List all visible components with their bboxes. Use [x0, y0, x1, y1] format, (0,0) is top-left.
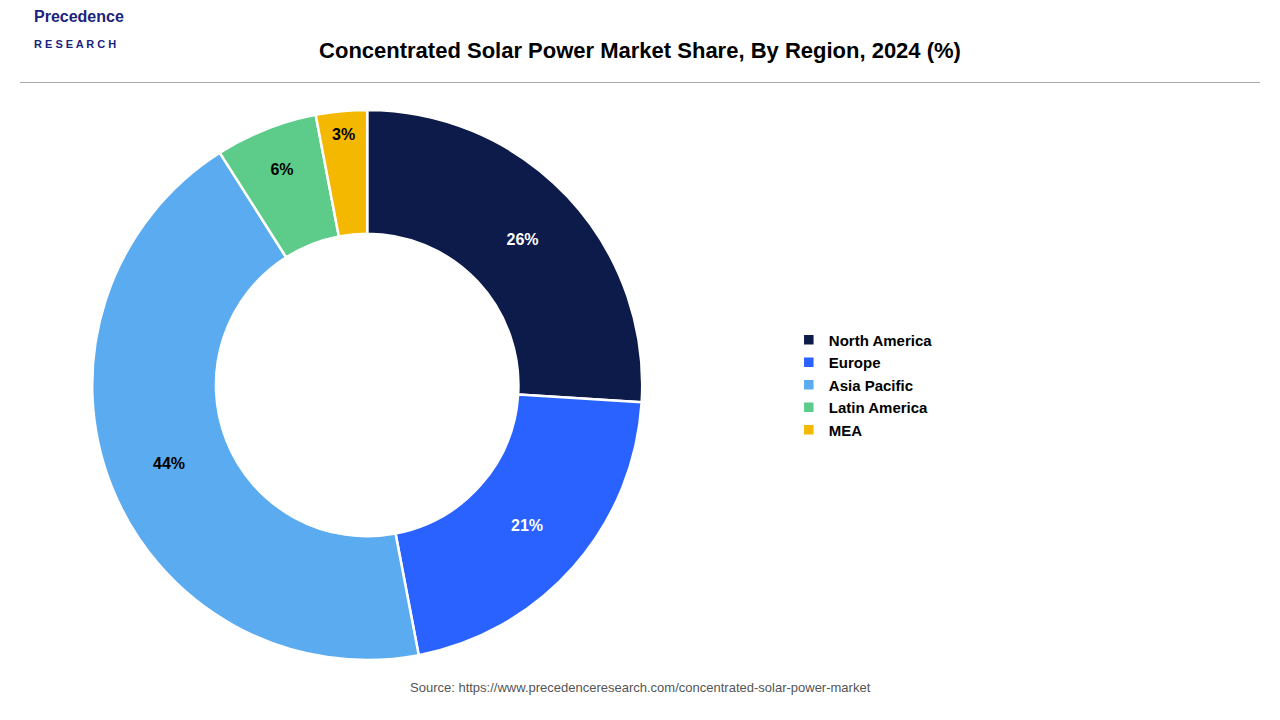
- svg-text:21%: 21%: [511, 517, 543, 534]
- svg-text:Latin America: Latin America: [829, 399, 928, 416]
- svg-text:Europe: Europe: [829, 354, 881, 371]
- svg-text:MEA: MEA: [829, 422, 863, 439]
- svg-text:R E S E A R C H: R E S E A R C H: [34, 38, 116, 50]
- svg-text:Precedence: Precedence: [34, 8, 124, 25]
- svg-text:North America: North America: [829, 332, 932, 349]
- svg-text:6%: 6%: [270, 161, 293, 178]
- svg-text:Concentrated Solar Power Marke: Concentrated Solar Power Market Share, B…: [319, 38, 961, 63]
- svg-text:26%: 26%: [507, 231, 539, 248]
- svg-text:Source: https://www.precedence: Source: https://www.precedenceresearch.c…: [410, 680, 871, 695]
- svg-text:44%: 44%: [153, 455, 185, 472]
- svg-text:3%: 3%: [332, 126, 355, 143]
- svg-text:Asia Pacific: Asia Pacific: [829, 377, 913, 394]
